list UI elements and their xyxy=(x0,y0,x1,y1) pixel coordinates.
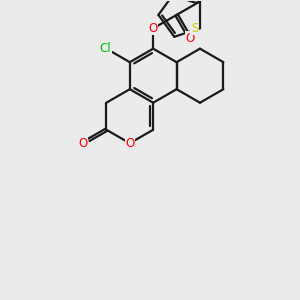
Text: O: O xyxy=(125,137,134,150)
Text: Cl: Cl xyxy=(100,42,112,55)
Text: O: O xyxy=(78,137,88,150)
Text: O: O xyxy=(185,32,195,45)
Text: S: S xyxy=(191,22,198,35)
Text: O: O xyxy=(148,22,158,35)
